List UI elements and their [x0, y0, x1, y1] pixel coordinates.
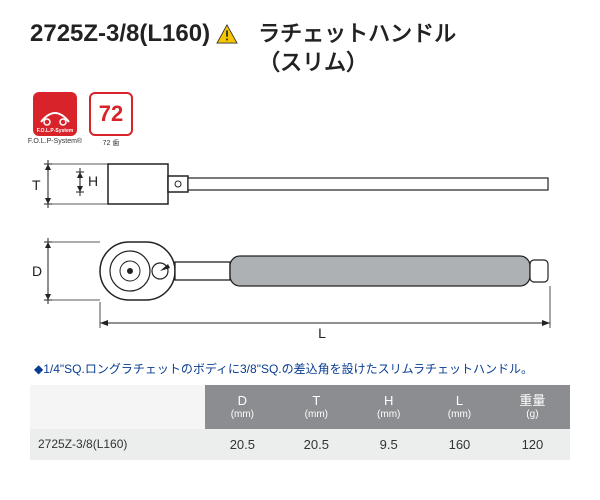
col-H: H(mm)	[353, 385, 424, 429]
col-L-label: L	[456, 393, 463, 408]
col-blank	[30, 385, 205, 429]
title-line1: ラチェットハンドル	[258, 21, 456, 46]
badges-row: F.O.L.P-System F.O.L.P-System® 72 72 歯	[30, 92, 570, 148]
table-header-row: D(mm) T(mm) H(mm) L(mm) 重量(g)	[30, 385, 570, 429]
D-label: D	[32, 263, 42, 279]
title-line2: （スリム）	[258, 50, 368, 75]
H-label: H	[88, 173, 98, 189]
teeth-label: 72 歯	[103, 138, 120, 148]
teeth-badge: 72 72 歯	[86, 92, 136, 148]
row-D: 20.5	[205, 429, 279, 460]
col-T-label: T	[312, 393, 320, 408]
row-T: 20.5	[279, 429, 353, 460]
col-L: L(mm)	[424, 385, 495, 429]
col-D-unit: (mm)	[215, 409, 269, 421]
table-row: 2725Z-3/8(L160) 20.5 20.5 9.5 160 120	[30, 429, 570, 460]
col-T: T(mm)	[279, 385, 353, 429]
spec-table: D(mm) T(mm) H(mm) L(mm) 重量(g) 2725Z-3/8(…	[30, 385, 570, 460]
col-H-label: H	[384, 393, 393, 408]
col-H-unit: (mm)	[363, 409, 414, 421]
col-L-unit: (mm)	[434, 409, 485, 421]
teeth-value: 72	[89, 92, 133, 136]
col-D-label: D	[238, 393, 247, 408]
product-code-text: 2725Z-3/8(L160)	[30, 20, 210, 48]
note-text: 1/4"SQ.ロングラチェットのボディに3/8"SQ.の差込角を設けたスリムラチ…	[43, 362, 533, 376]
L-label: L	[318, 325, 326, 341]
col-weight-unit: (g)	[505, 409, 560, 421]
folp-label: F.O.L.P-System®	[28, 138, 82, 145]
col-T-unit: (mm)	[289, 409, 343, 421]
description-note: ◆1/4"SQ.ロングラチェットのボディに3/8"SQ.の差込角を設けたスリムラ…	[30, 360, 570, 377]
product-title: ラチェットハンドル （スリム）	[258, 20, 456, 77]
note-bullet: ◆	[34, 362, 43, 376]
row-name: 2725Z-3/8(L160)	[30, 429, 205, 460]
product-code: 2725Z-3/8(L160)	[30, 20, 238, 48]
row-H: 9.5	[353, 429, 424, 460]
header: 2725Z-3/8(L160) ラチェットハンドル （スリム）	[30, 20, 570, 77]
warning-icon	[216, 24, 238, 44]
row-L: 160	[424, 429, 495, 460]
row-weight: 120	[495, 429, 570, 460]
svg-text:F.O.L.P-System: F.O.L.P-System	[37, 128, 74, 134]
folp-icon: F.O.L.P-System	[33, 92, 77, 136]
col-D: D(mm)	[205, 385, 279, 429]
technical-diagram: H T D	[30, 158, 570, 348]
col-weight: 重量(g)	[495, 385, 570, 429]
col-weight-label: 重量	[519, 393, 545, 408]
T-label: T	[32, 177, 41, 193]
folp-badge: F.O.L.P-System F.O.L.P-System®	[30, 92, 80, 148]
